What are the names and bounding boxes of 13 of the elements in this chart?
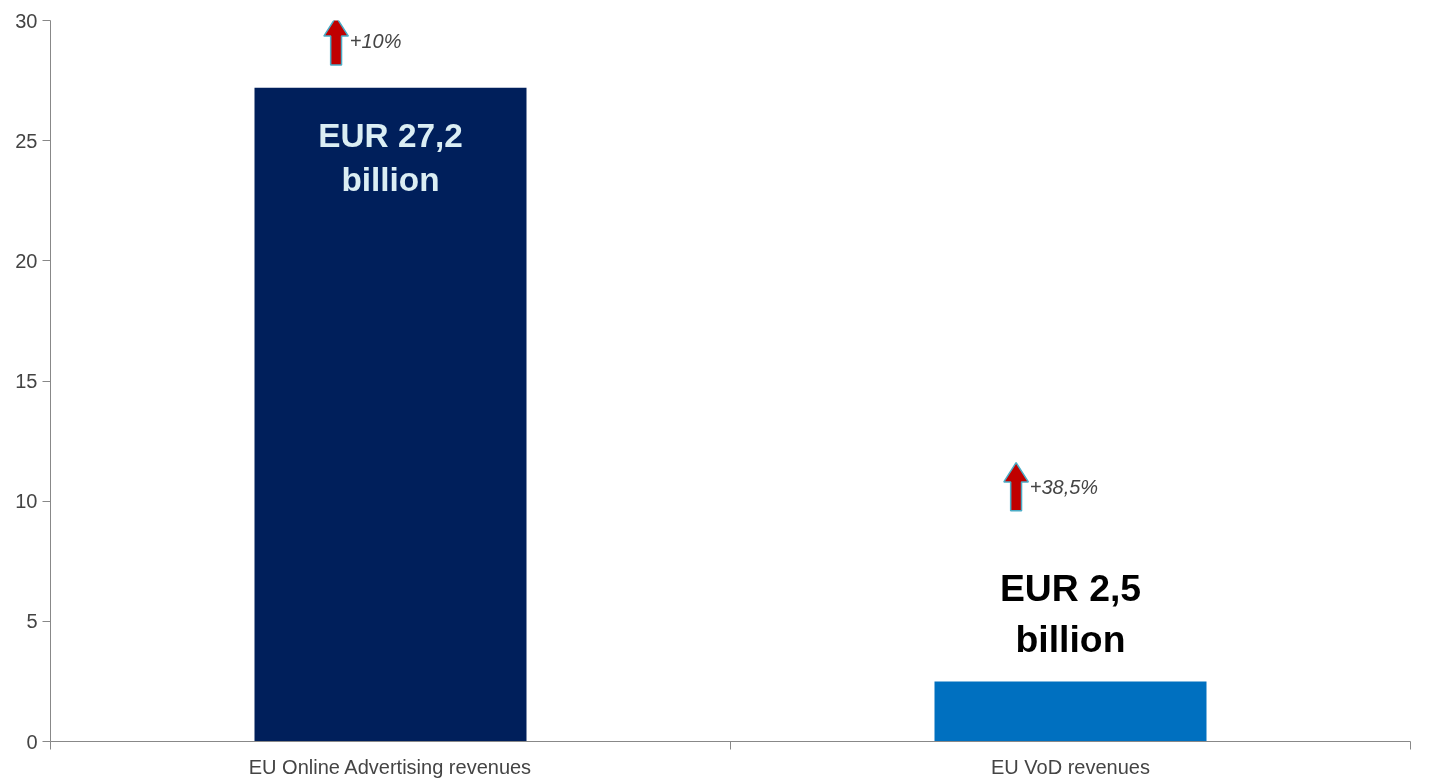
x-tick-label: EU Online Advertising revenues: [248, 755, 532, 778]
y-tick-label: 30: [15, 9, 38, 32]
y-tick-label: 0: [26, 730, 38, 753]
annotation: +10%: [349, 29, 402, 52]
y-tick-label: 25: [15, 129, 38, 152]
y-tick-label: 20: [15, 249, 38, 272]
y-tick-label: 10: [15, 490, 38, 513]
y-tick-label: 5: [26, 610, 38, 633]
x-tick-label: EU VoD revenues: [991, 755, 1150, 778]
data-label: EUR 27,2 billion: [318, 116, 463, 199]
data-label: EUR 2,5 billion: [999, 567, 1142, 660]
y-tick-label: 15: [15, 370, 38, 392]
annotation: +38,5%: [1029, 475, 1099, 498]
